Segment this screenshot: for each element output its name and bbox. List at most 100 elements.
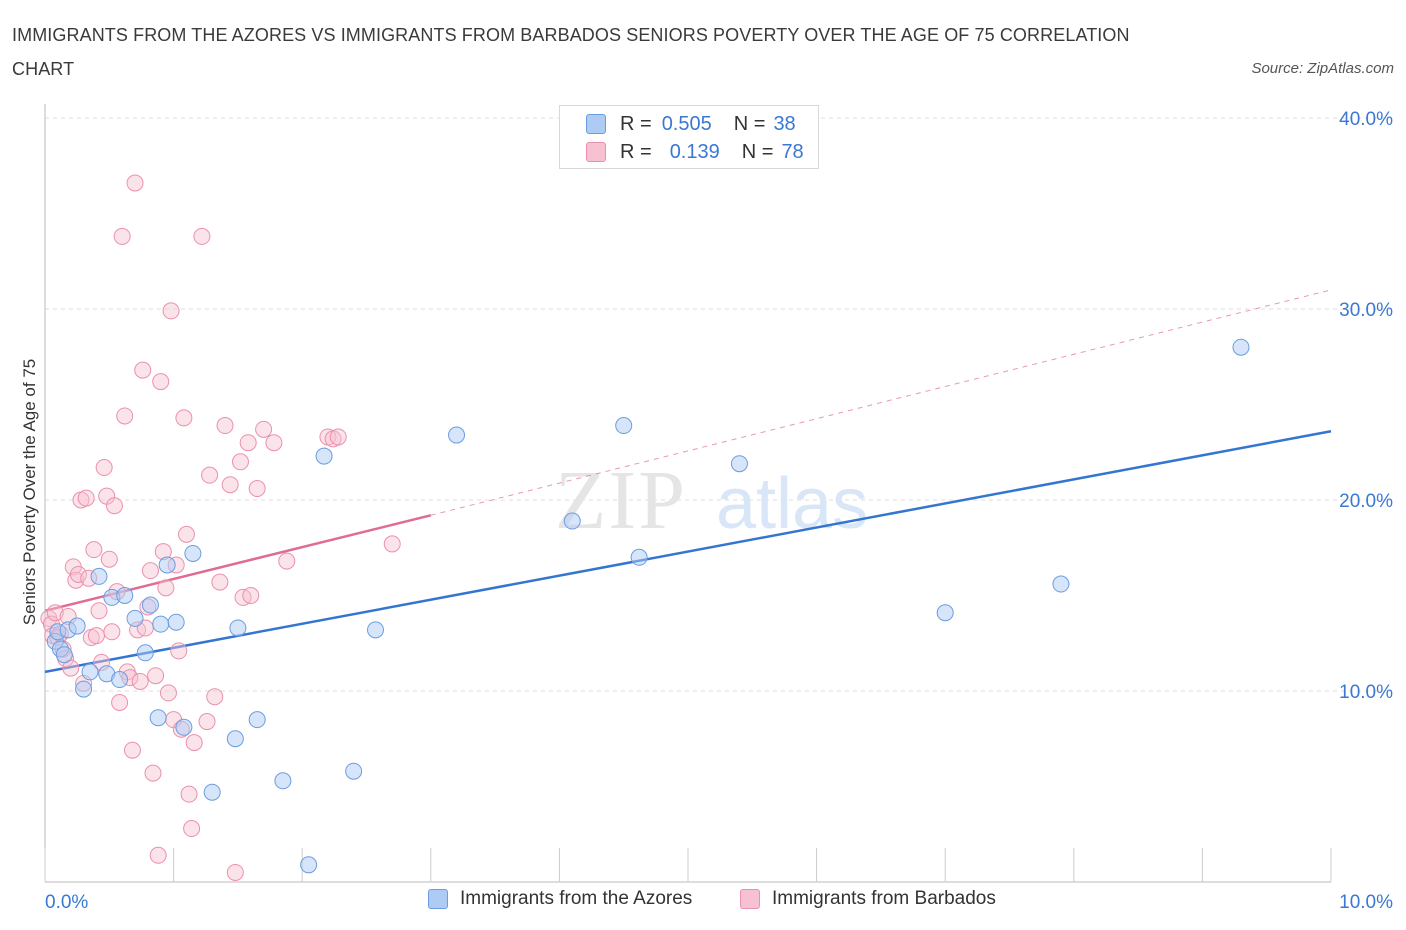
barbados-trend-extension — [430, 289, 1332, 516]
y-axis-label: Seniors Poverty Over the Age of 75 — [20, 358, 39, 626]
azores-trend-line — [44, 430, 1332, 674]
barbados-point — [180, 785, 198, 803]
barbados-point — [193, 227, 211, 245]
azores-point — [300, 856, 318, 874]
barbados-point — [198, 713, 216, 731]
barbados-point — [100, 550, 118, 568]
barbados-point — [159, 684, 177, 702]
azores-point — [203, 783, 221, 801]
legend-item-barbados[interactable]: Immigrants from Barbados — [740, 888, 996, 910]
legend-item-azores[interactable]: Immigrants from the Azores — [428, 888, 692, 910]
source-label: Source: ZipAtlas.com — [1251, 60, 1394, 77]
barbados-point — [87, 627, 105, 645]
barbados-point — [248, 480, 266, 498]
barbados-point — [183, 820, 201, 838]
azores-point — [1052, 575, 1070, 593]
x-tick-label: 0.0% — [45, 892, 88, 913]
barbados-point — [329, 428, 347, 446]
barbados-point — [206, 688, 224, 706]
barbados-point — [278, 552, 296, 570]
barbados-point — [255, 420, 273, 438]
azores-legend-label: Immigrants from the Azores — [460, 888, 693, 909]
grid-lines — [45, 117, 1392, 692]
azores-point — [136, 644, 154, 662]
azores-legend-swatch — [428, 889, 448, 909]
barbados-point — [126, 174, 144, 192]
barbados-point — [177, 525, 195, 543]
barbados-point — [134, 361, 152, 379]
azores-point — [936, 604, 954, 622]
azores-point — [563, 512, 581, 530]
azores-point — [126, 609, 144, 627]
barbados-point — [141, 562, 159, 580]
azores-point — [175, 718, 193, 736]
azores-point — [111, 671, 129, 689]
azores-point — [116, 587, 134, 604]
barbados-point — [90, 602, 108, 620]
chart-title: IMMIGRANTS FROM THE AZORES VS IMMIGRANTS… — [12, 25, 1130, 79]
barbados-point — [123, 741, 141, 759]
barbados-point — [185, 734, 203, 752]
barbados-point — [175, 409, 193, 427]
n-value-barbados: 78 — [781, 140, 804, 163]
axes — [44, 104, 1332, 883]
azores-point — [149, 709, 167, 727]
barbados-point — [77, 489, 95, 507]
legend-row-azores: R = 0.505 N = 38 — [586, 111, 796, 137]
azores-point — [345, 762, 363, 780]
barbados-legend-swatch — [740, 889, 760, 909]
barbados-point — [216, 417, 234, 435]
azores-point — [152, 615, 170, 633]
azores-point — [229, 619, 247, 637]
barbados-point — [144, 764, 162, 782]
y-tick-label: 40.0% — [1339, 109, 1393, 130]
barbados-point — [226, 863, 244, 881]
barbados-point — [162, 302, 180, 320]
barbados-point — [239, 434, 257, 452]
azores-point — [615, 417, 633, 435]
azores-point — [90, 567, 108, 585]
azores-point — [367, 621, 385, 639]
barbados-point — [69, 565, 87, 583]
barbados-point — [147, 667, 165, 685]
azores-point — [68, 617, 86, 635]
r-label: R = — [620, 112, 652, 135]
barbados-point — [170, 642, 188, 660]
azores-point — [81, 663, 99, 681]
barbados-point — [211, 573, 229, 591]
barbados-point — [231, 453, 249, 471]
r-value-barbados: 0.139 — [669, 140, 720, 163]
barbados-point — [157, 579, 175, 597]
n-label: N = — [741, 140, 774, 163]
azores-point — [167, 613, 185, 631]
barbados-point — [113, 227, 131, 245]
barbados-point — [103, 623, 121, 641]
barbados-point — [116, 407, 134, 425]
azores-point — [141, 596, 159, 614]
n-value-azores: 38 — [773, 112, 796, 135]
x-tick-label: 10.0% — [1339, 892, 1393, 913]
data-points — [40, 174, 1250, 881]
n-label: N = — [733, 112, 766, 135]
barbados-point — [383, 535, 401, 553]
azores-point — [730, 455, 748, 473]
y-tick-label: 30.0% — [1339, 300, 1393, 321]
barbados-point — [85, 541, 103, 559]
azores-point — [55, 646, 73, 664]
azores-point — [315, 447, 333, 465]
barbados-swatch — [586, 142, 606, 162]
barbados-point — [201, 466, 219, 484]
series-legend: Immigrants from the Azores Immigrants fr… — [0, 888, 1406, 916]
azores-point — [448, 426, 466, 444]
watermark-zip: ZIP — [555, 454, 687, 547]
barbados-legend-label: Immigrants from Barbados — [772, 888, 996, 909]
barbados-point — [105, 497, 123, 515]
tick-labels: 10.0% 20.0% 30.0% 40.0% 0.0% 10.0% — [45, 109, 1393, 913]
azores-point — [1232, 338, 1250, 356]
azores-point — [75, 680, 93, 698]
azores-point — [248, 711, 266, 729]
y-tick-label: 10.0% — [1339, 682, 1393, 703]
r-label: R = — [620, 140, 652, 163]
azores-point — [184, 544, 202, 562]
